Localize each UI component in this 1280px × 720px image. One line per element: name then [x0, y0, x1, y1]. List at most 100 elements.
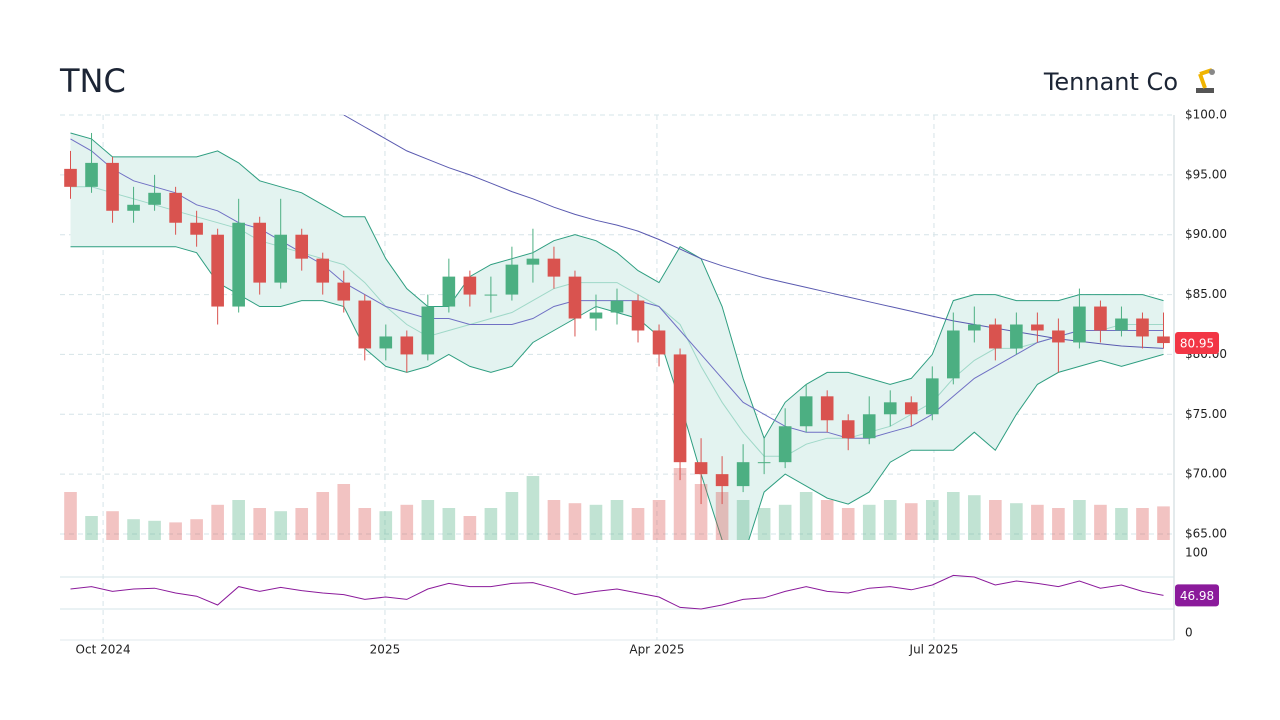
- candle-body: [169, 192, 182, 223]
- rsi-tick-label: 0: [1185, 626, 1193, 640]
- volume-bar: [736, 500, 750, 540]
- candle-body: [442, 276, 456, 307]
- volume-bar: [547, 500, 561, 540]
- x-tick-label: Jul 2025: [909, 643, 959, 657]
- candle-body: [778, 426, 792, 463]
- volume-bar: [442, 508, 456, 540]
- volume-bar: [358, 508, 372, 540]
- y-tick-label: $85.00: [1185, 287, 1227, 301]
- bollinger-middle: [70, 186, 1164, 457]
- candle-body: [610, 300, 624, 313]
- y-tick-label: $100.0: [1185, 108, 1227, 122]
- volume-bar: [946, 492, 960, 540]
- x-tick-label: Oct 2024: [76, 643, 131, 657]
- y-tick-label: $75.00: [1185, 407, 1227, 421]
- rsi-line: [70, 574, 1164, 610]
- volume-bar: [1136, 508, 1149, 540]
- candle-body: [736, 462, 750, 487]
- candle-body: [337, 282, 351, 301]
- candle-body: [1010, 324, 1023, 349]
- price-plot: [64, 115, 1170, 540]
- volume-bar: [190, 519, 203, 540]
- candle-body: [358, 300, 372, 349]
- candle-body: [526, 258, 540, 265]
- candle-body: [652, 330, 666, 355]
- volume-bar: [1031, 504, 1044, 540]
- volume-bar: [820, 500, 834, 540]
- volume-bar: [1094, 504, 1107, 540]
- candle-body: [757, 462, 771, 464]
- candle-body: [190, 222, 203, 235]
- candle-body: [925, 378, 939, 415]
- volume-bar: [379, 511, 393, 540]
- candle-body: [400, 336, 414, 355]
- candle-body: [631, 300, 645, 331]
- candle-body: [589, 312, 603, 319]
- volume-bar: [295, 508, 309, 540]
- chart-title: TNC: [59, 62, 126, 100]
- candle-body: [841, 420, 855, 439]
- candle-body: [989, 324, 1002, 349]
- volume-bar: [968, 495, 981, 540]
- candle-body: [253, 222, 266, 283]
- volume-bar: [169, 522, 182, 540]
- volume-bar: [589, 504, 603, 540]
- volume-bar: [883, 500, 897, 540]
- volume-bar: [106, 511, 119, 540]
- candle-body: [211, 234, 224, 307]
- volume-bar: [757, 508, 771, 540]
- price-tag: [1175, 332, 1219, 355]
- y-tick-label: $70.00: [1185, 467, 1227, 481]
- price-tag-label: 80.95: [1180, 337, 1214, 351]
- candle-body: [232, 222, 245, 307]
- candle-body: [274, 234, 288, 283]
- candle-body: [1052, 330, 1065, 343]
- candle-body: [862, 414, 876, 439]
- bollinger-upper: [70, 132, 1164, 440]
- volume-bar: [232, 500, 245, 540]
- volume-bar: [925, 500, 939, 540]
- candle-body: [1136, 318, 1149, 337]
- candle-body: [379, 336, 393, 349]
- rsi-tag-label: 46.98: [1180, 589, 1214, 603]
- volume-bar: [1115, 508, 1128, 540]
- volume-bar: [841, 508, 855, 540]
- bollinger-area: [70, 133, 1164, 540]
- candle-body: [127, 204, 140, 211]
- volume-bar: [778, 504, 792, 540]
- candle-body: [715, 474, 729, 487]
- volume-bar: [211, 504, 224, 540]
- candle-body: [820, 396, 834, 421]
- volume-bar: [421, 500, 435, 540]
- candle-body: [968, 324, 981, 331]
- y-tick-label: $90.00: [1185, 227, 1227, 241]
- candle-body: [421, 306, 435, 355]
- candle-body: [316, 258, 330, 283]
- volume-bar: [1010, 503, 1023, 540]
- y-tick-label: $65.00: [1185, 527, 1227, 541]
- volume-bar: [1157, 506, 1170, 540]
- company-icon: [1196, 68, 1215, 93]
- volume-bar: [904, 503, 918, 540]
- volume-bar: [127, 519, 140, 540]
- volume-bar: [610, 500, 624, 540]
- volume-bar: [484, 508, 498, 540]
- volume-bar: [694, 484, 708, 540]
- volume-bar: [463, 516, 477, 540]
- volume-bar: [631, 508, 645, 540]
- volume-bar: [148, 520, 161, 540]
- candle-body: [694, 462, 708, 475]
- candle-body: [85, 162, 98, 187]
- volume-bar: [316, 492, 330, 540]
- candle-body: [1115, 318, 1128, 331]
- candle-body: [1031, 324, 1044, 331]
- candle-body: [505, 264, 519, 295]
- candle-body: [1094, 306, 1107, 331]
- candle-body: [883, 402, 897, 415]
- candle-body: [148, 192, 161, 205]
- volume-bar: [673, 468, 687, 540]
- candle-body: [568, 276, 582, 319]
- candle-body: [1157, 336, 1170, 344]
- candle-body: [463, 276, 477, 295]
- candle-body: [106, 162, 119, 211]
